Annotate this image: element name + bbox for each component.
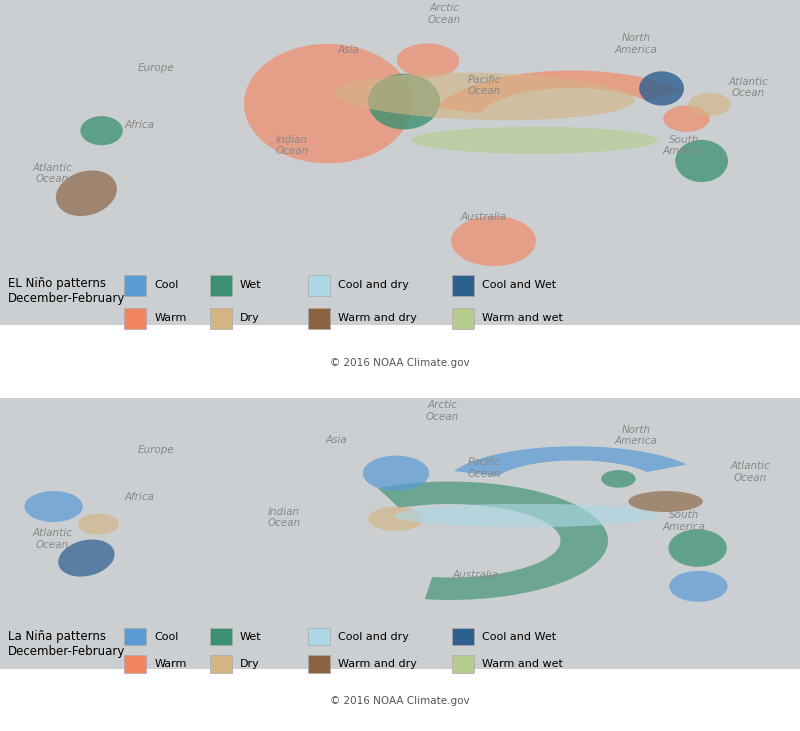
- Text: Warm and wet: Warm and wet: [482, 314, 563, 323]
- Text: Atlantic
Ocean: Atlantic Ocean: [32, 162, 72, 184]
- FancyBboxPatch shape: [308, 628, 330, 645]
- Ellipse shape: [669, 529, 727, 567]
- FancyBboxPatch shape: [0, 398, 800, 671]
- Ellipse shape: [368, 507, 424, 531]
- FancyBboxPatch shape: [308, 308, 330, 329]
- Ellipse shape: [335, 72, 634, 120]
- FancyBboxPatch shape: [124, 656, 146, 673]
- Text: Indian
Ocean: Indian Ocean: [275, 135, 309, 156]
- Polygon shape: [437, 70, 682, 113]
- Ellipse shape: [80, 116, 123, 145]
- FancyBboxPatch shape: [0, 670, 800, 731]
- FancyBboxPatch shape: [452, 628, 474, 645]
- Ellipse shape: [675, 140, 728, 182]
- Text: North
America: North America: [614, 33, 658, 55]
- Text: Atlantic
Ocean: Atlantic Ocean: [32, 528, 72, 550]
- Ellipse shape: [244, 44, 412, 163]
- FancyBboxPatch shape: [308, 656, 330, 673]
- Text: Wet: Wet: [240, 632, 262, 642]
- Text: Pacific
Ocean: Pacific Ocean: [467, 458, 501, 479]
- Text: Arctic
Ocean: Arctic Ocean: [427, 3, 461, 25]
- Ellipse shape: [394, 504, 658, 527]
- Text: Indian
Ocean: Indian Ocean: [267, 507, 301, 529]
- FancyBboxPatch shape: [210, 275, 232, 295]
- Ellipse shape: [639, 72, 684, 105]
- Text: Pacific
Ocean: Pacific Ocean: [467, 75, 501, 96]
- Text: Africa: Africa: [125, 491, 155, 501]
- FancyBboxPatch shape: [210, 656, 232, 673]
- Ellipse shape: [411, 126, 658, 154]
- Ellipse shape: [58, 539, 114, 577]
- Text: Dry: Dry: [240, 314, 260, 323]
- FancyBboxPatch shape: [210, 628, 232, 645]
- Polygon shape: [454, 447, 686, 477]
- Text: South
America: South America: [662, 135, 706, 156]
- Ellipse shape: [629, 491, 703, 512]
- FancyBboxPatch shape: [0, 325, 800, 398]
- FancyBboxPatch shape: [452, 308, 474, 329]
- Text: Cool and dry: Cool and dry: [338, 280, 410, 290]
- Text: Warm and dry: Warm and dry: [338, 314, 418, 323]
- Ellipse shape: [669, 571, 728, 602]
- Ellipse shape: [451, 216, 536, 266]
- Ellipse shape: [368, 74, 440, 129]
- Ellipse shape: [25, 491, 83, 522]
- Text: South
America: South America: [662, 510, 706, 531]
- Text: Wet: Wet: [240, 280, 262, 290]
- FancyBboxPatch shape: [210, 308, 232, 329]
- Ellipse shape: [363, 455, 430, 491]
- Ellipse shape: [56, 170, 117, 216]
- Text: Australia: Australia: [461, 212, 507, 222]
- Text: Arctic
Ocean: Arctic Ocean: [426, 401, 459, 422]
- Text: North
America: North America: [614, 425, 658, 447]
- Text: Europe: Europe: [138, 445, 174, 455]
- Text: Atlantic
Ocean: Atlantic Ocean: [728, 77, 768, 99]
- Text: Warm and dry: Warm and dry: [338, 659, 418, 669]
- Text: La Niña patterns
December-February: La Niña patterns December-February: [8, 629, 126, 658]
- FancyBboxPatch shape: [124, 628, 146, 645]
- Ellipse shape: [663, 105, 710, 132]
- FancyBboxPatch shape: [0, 398, 800, 671]
- FancyBboxPatch shape: [124, 275, 146, 295]
- Text: © 2016 NOAA Climate.gov: © 2016 NOAA Climate.gov: [330, 696, 470, 706]
- Text: Cool: Cool: [154, 632, 178, 642]
- Text: Cool and Wet: Cool and Wet: [482, 280, 557, 290]
- Text: Cool: Cool: [154, 280, 178, 290]
- Text: Asia: Asia: [337, 45, 359, 55]
- Text: Cool and dry: Cool and dry: [338, 632, 410, 642]
- FancyBboxPatch shape: [308, 275, 330, 295]
- Ellipse shape: [78, 514, 119, 534]
- Text: Asia: Asia: [325, 435, 347, 445]
- Ellipse shape: [688, 93, 731, 116]
- Text: Africa: Africa: [125, 121, 155, 131]
- Ellipse shape: [397, 43, 459, 77]
- Text: Australia: Australia: [453, 570, 499, 580]
- Text: Warm: Warm: [154, 314, 186, 323]
- Text: Warm: Warm: [154, 659, 186, 669]
- Text: Warm and wet: Warm and wet: [482, 659, 563, 669]
- FancyBboxPatch shape: [452, 656, 474, 673]
- Ellipse shape: [602, 470, 636, 488]
- Text: Europe: Europe: [138, 63, 174, 72]
- FancyBboxPatch shape: [124, 308, 146, 329]
- Text: EL Niño patterns
December-February: EL Niño patterns December-February: [8, 277, 126, 305]
- Text: Cool and Wet: Cool and Wet: [482, 632, 557, 642]
- Text: © 2016 NOAA Climate.gov: © 2016 NOAA Climate.gov: [330, 357, 470, 368]
- FancyBboxPatch shape: [0, 0, 800, 327]
- Text: Atlantic
Ocean: Atlantic Ocean: [730, 461, 770, 483]
- Polygon shape: [378, 482, 608, 600]
- Text: Dry: Dry: [240, 659, 260, 669]
- FancyBboxPatch shape: [452, 275, 474, 295]
- FancyBboxPatch shape: [0, 0, 800, 327]
